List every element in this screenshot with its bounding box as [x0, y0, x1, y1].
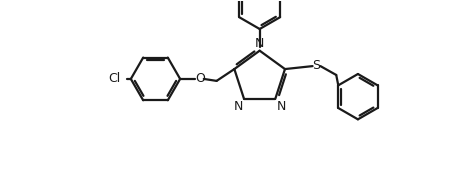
Text: S: S — [312, 59, 320, 72]
Text: O: O — [195, 72, 205, 85]
Text: N: N — [234, 100, 243, 113]
Text: N: N — [255, 37, 264, 50]
Text: Cl: Cl — [109, 72, 121, 85]
Text: N: N — [276, 100, 286, 113]
